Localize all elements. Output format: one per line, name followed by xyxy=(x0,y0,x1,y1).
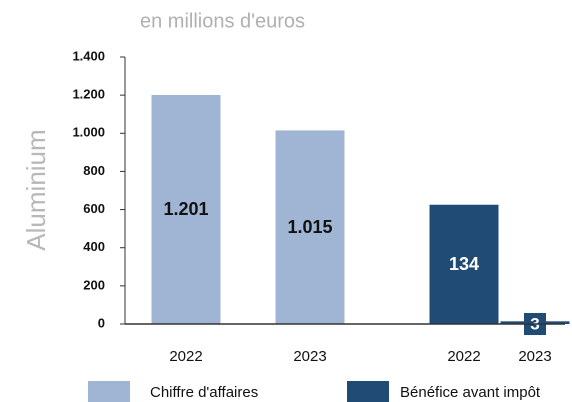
y-tick-label: 800 xyxy=(83,163,105,178)
x-tick-label: 2023 xyxy=(518,348,551,365)
value-label: 1.015 xyxy=(287,217,332,237)
chart-subtitle: en millions d'euros xyxy=(140,10,305,32)
y-tick-label: 1.400 xyxy=(72,48,105,63)
legend-swatch xyxy=(347,381,389,402)
y-tick-label: 1.200 xyxy=(72,87,105,102)
value-label: 134 xyxy=(449,254,479,274)
y-tick-label: 400 xyxy=(83,239,105,254)
y-tick-label: 0 xyxy=(98,315,105,330)
bar xyxy=(429,204,499,324)
y-tick-label: 600 xyxy=(83,201,105,216)
bar xyxy=(151,94,221,324)
x-tick-label: 2022 xyxy=(447,348,480,365)
legend-label: Bénéfice avant impôt xyxy=(400,384,541,401)
y-tick-label: 200 xyxy=(83,277,105,292)
x-tick-label: 2022 xyxy=(169,348,202,365)
bar xyxy=(275,130,345,324)
y-axis-label: Aluminium xyxy=(21,129,51,250)
legend-swatch xyxy=(88,381,130,402)
x-tick-label: 2023 xyxy=(293,348,326,365)
value-label: 1.201 xyxy=(163,199,208,219)
legend-label: Chiffre d'affaires xyxy=(150,384,258,401)
y-tick-label: 1.000 xyxy=(72,125,105,140)
